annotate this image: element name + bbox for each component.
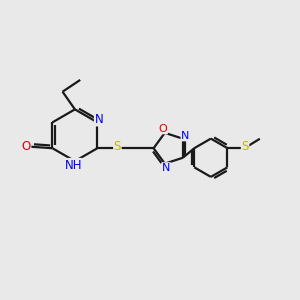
Text: S: S (242, 140, 249, 153)
Text: N: N (94, 113, 103, 126)
Text: N: N (162, 163, 170, 173)
Text: O: O (21, 140, 31, 153)
Text: S: S (114, 140, 121, 153)
Text: N: N (181, 131, 189, 141)
Text: O: O (159, 124, 167, 134)
Text: NH: NH (65, 158, 82, 172)
